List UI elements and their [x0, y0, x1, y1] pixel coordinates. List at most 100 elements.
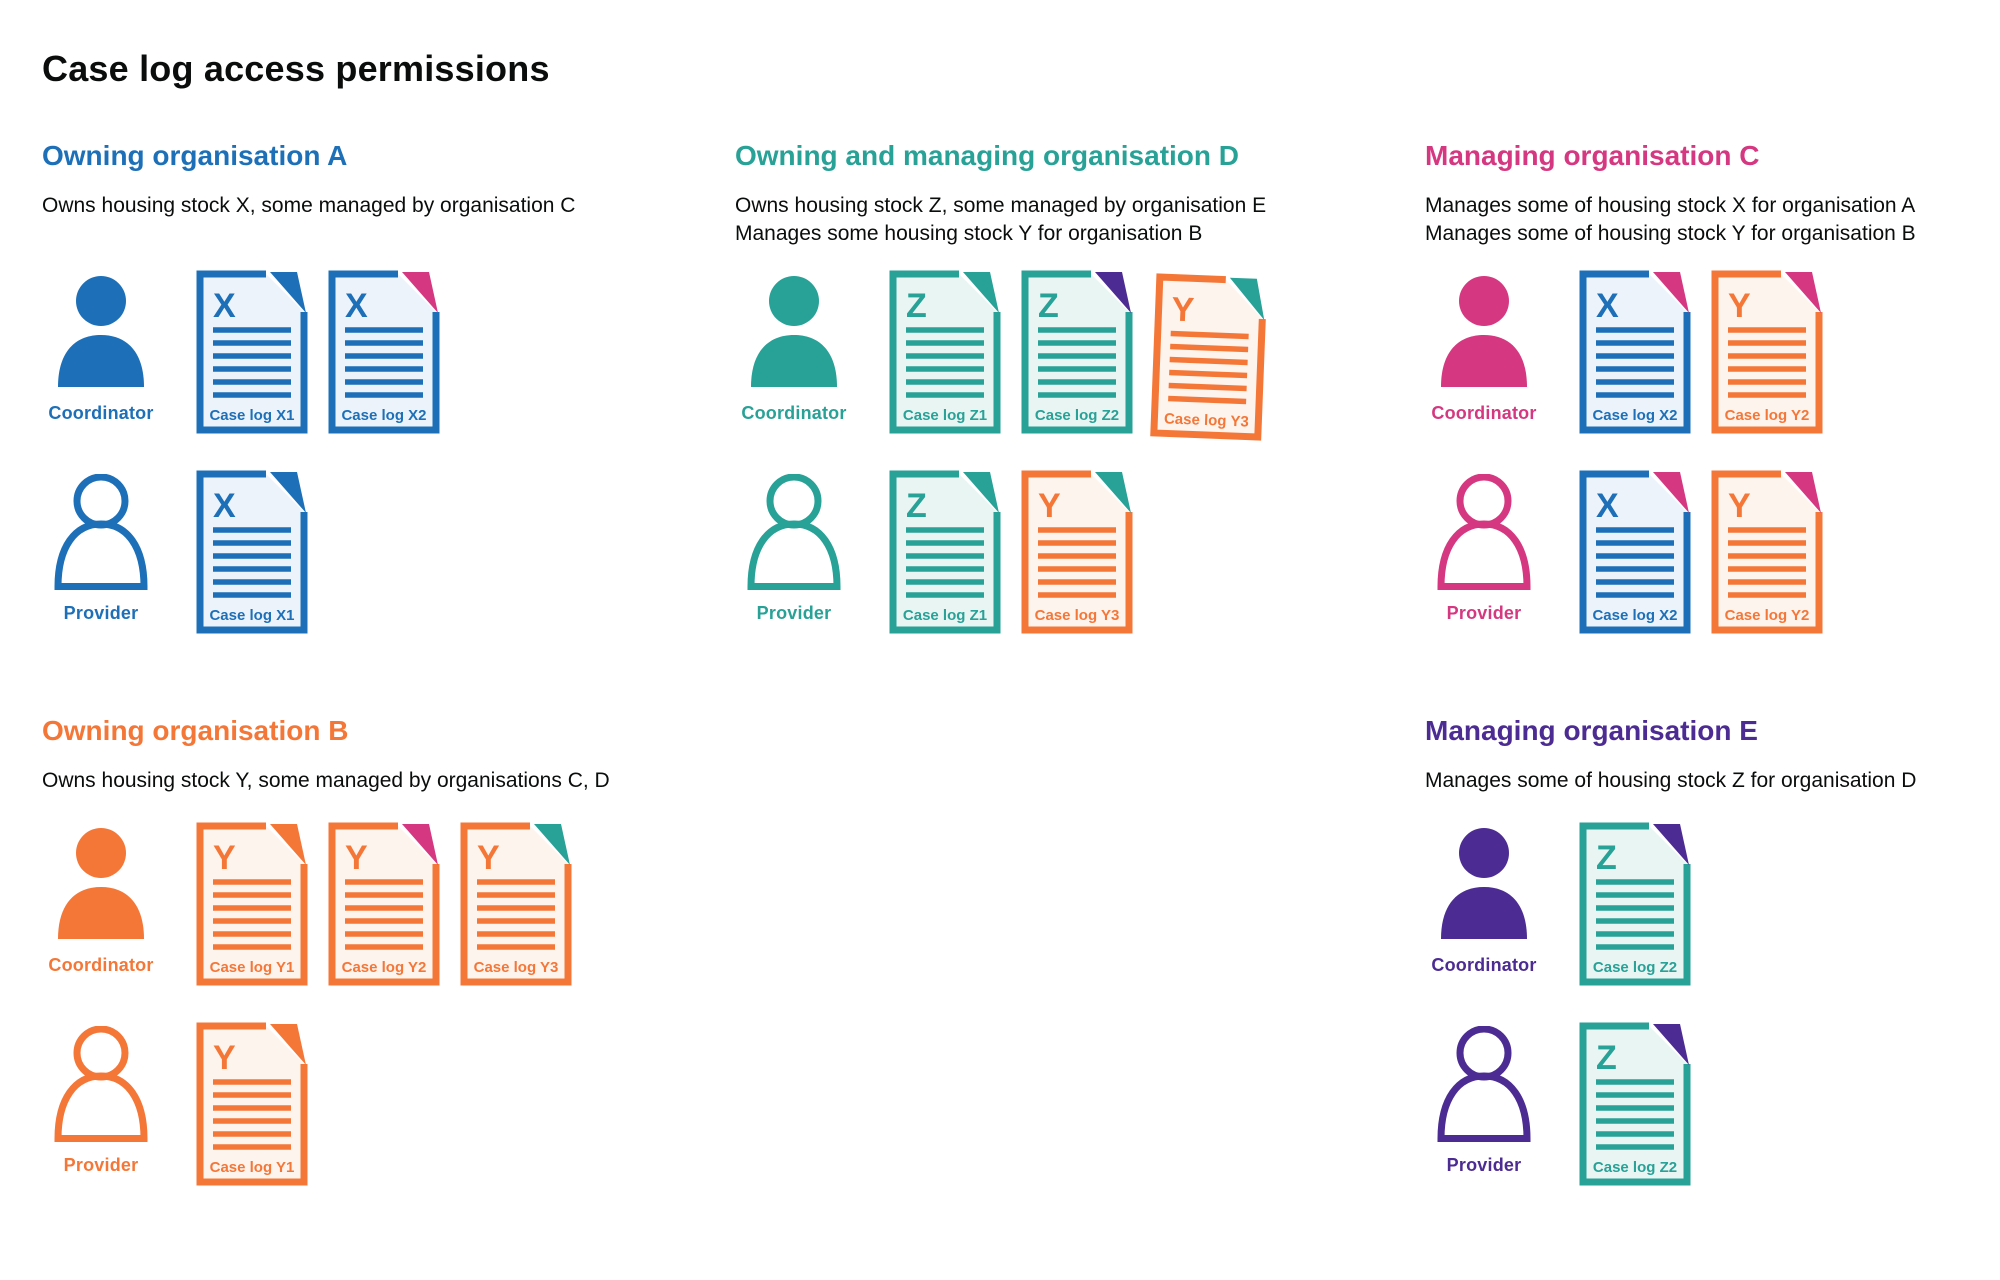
document-page — [200, 474, 304, 630]
document-page — [1583, 474, 1687, 630]
person-head — [1456, 1025, 1512, 1081]
doc-stock-letter: X — [345, 287, 368, 325]
doc-label: Case log Y2 — [1725, 407, 1810, 424]
doc-label: Case log Y1 — [210, 1159, 295, 1176]
doc-stock-letter: X — [1596, 487, 1619, 525]
document-border — [889, 270, 1001, 434]
doc-label: Case log Z1 — [903, 607, 987, 624]
person-body — [58, 335, 144, 387]
doc-stock-letter: Y — [1171, 291, 1195, 330]
org-description-line: Manages some housing stock Y for organis… — [735, 222, 1203, 245]
doc-text-line — [1169, 356, 1248, 366]
doc-stock-letter: Y — [1038, 487, 1061, 525]
doc-stock-letter: Y — [477, 839, 500, 877]
document-border — [328, 270, 440, 434]
org-section-D: Owning and managing organisation D Owns … — [735, 140, 1266, 634]
doc-label: Case log Y1 — [210, 959, 295, 976]
doc-stock-letter: Y — [1728, 287, 1751, 325]
person-role-label: Provider — [1446, 1155, 1522, 1175]
case-log-document: Y Case log Y1 — [196, 1022, 308, 1186]
doc-text-line — [1170, 330, 1249, 340]
case-log-document: Z Case log Z2 — [1579, 822, 1691, 986]
coordinator-icon — [1441, 276, 1527, 387]
doc-label: Case log X1 — [209, 407, 294, 424]
doc-stock-letter: X — [1596, 287, 1619, 325]
person-block: Provider — [1425, 470, 1543, 624]
doc-label: Case log Y3 — [474, 959, 559, 976]
folded-corner-icon — [1653, 272, 1689, 313]
org-description-line: Manages some of housing stock Z for orga… — [1425, 769, 1917, 792]
person-role-label: Provider — [756, 603, 832, 623]
person-role-label: Coordinator — [1431, 955, 1537, 975]
org-heading: Owning organisation A — [42, 140, 348, 171]
person-role-label: Coordinator — [48, 955, 154, 975]
org-heading: Owning organisation B — [42, 715, 349, 746]
doc-group: Z Case log Z1 Z Case log Z2 Y Case log Y… — [889, 270, 1266, 441]
doc-label: Case log Y3 — [1164, 410, 1249, 430]
doc-stock-letter: X — [213, 287, 236, 325]
person-head — [766, 473, 822, 529]
doc-stock-letter: X — [213, 487, 236, 525]
person-head — [1456, 473, 1512, 529]
org-heading: Managing organisation C — [1425, 140, 1760, 171]
document-page — [893, 274, 997, 430]
person-role-label: Provider — [63, 603, 139, 623]
person-body — [751, 335, 837, 387]
person-block: Provider — [1425, 1022, 1543, 1176]
org-description: Owns housing stock Y, some managed by or… — [42, 767, 610, 800]
org-description-line: Owns housing stock X, some managed by or… — [42, 194, 576, 217]
person-role-label: Provider — [63, 1155, 139, 1175]
doc-group: Z Case log Z2 — [1579, 822, 1691, 986]
coordinator-row: Coordinator X Case log X1 X Case log X2 — [42, 270, 575, 434]
doc-text-line — [1170, 343, 1249, 353]
doc-label: Case log Y2 — [1725, 607, 1810, 624]
doc-label: Case log X2 — [1592, 607, 1677, 624]
folded-corner-icon — [1785, 272, 1821, 313]
person-role-label: Coordinator — [1431, 403, 1537, 423]
org-description: Manages some of housing stock Z for orga… — [1425, 767, 1916, 800]
document-border — [1711, 470, 1823, 634]
provider-row: Provider X Case log X1 — [42, 470, 575, 634]
folded-corner-icon — [963, 472, 999, 513]
document-border — [1150, 273, 1266, 441]
org-description: Owns housing stock Z, some managed by or… — [735, 192, 1266, 248]
doc-label: Case log Z1 — [903, 407, 987, 424]
document-page — [1715, 474, 1819, 630]
person-body — [1441, 335, 1527, 387]
doc-label: Case log Y2 — [342, 959, 427, 976]
person-body — [1441, 887, 1527, 939]
doc-stock-letter: Y — [213, 839, 236, 877]
provider-row: Provider Z Case log Z1 Y Case log Y3 — [735, 470, 1266, 634]
org-description-line: Owns housing stock Y, some managed by or… — [42, 769, 610, 792]
org-section-C: Managing organisation C Manages some of … — [1425, 140, 1916, 634]
doc-group: Y Case log Y1 Y Case log Y2 Y Case log Y… — [196, 822, 572, 986]
folded-corner-icon — [402, 272, 438, 313]
provider-icon — [54, 473, 148, 590]
doc-label: Case log Z2 — [1035, 407, 1119, 424]
person-head — [73, 1025, 129, 1081]
doc-label: Case log X2 — [1592, 407, 1677, 424]
case-log-document: X Case log X1 — [196, 470, 308, 634]
case-log-document: Z Case log Z1 — [889, 470, 1001, 634]
page-title: Case log access permissions — [42, 48, 550, 90]
person-body — [54, 520, 148, 590]
case-log-document: Y Case log Y3 — [1150, 273, 1266, 441]
person-block: Provider — [735, 470, 853, 624]
document-page — [1025, 474, 1129, 630]
org-section-A: Owning organisation A Owns housing stock… — [42, 140, 575, 634]
document-border — [1711, 270, 1823, 434]
folded-corner-icon — [270, 1024, 306, 1065]
doc-label: Case log Z2 — [1593, 1159, 1677, 1176]
case-log-document: X Case log X1 — [196, 270, 308, 434]
document-border — [328, 822, 440, 986]
provider-icon — [1437, 473, 1531, 590]
doc-group: X Case log X2 Y Case log Y2 — [1579, 470, 1823, 634]
document-border — [196, 470, 308, 634]
person-body — [54, 1072, 148, 1142]
doc-stock-letter: Y — [1728, 487, 1751, 525]
folded-corner-icon — [270, 472, 306, 513]
doc-label: Case log Z2 — [1593, 959, 1677, 976]
case-log-document: Y Case log Y1 — [196, 822, 308, 986]
document-border — [1579, 822, 1691, 986]
doc-stock-letter: Y — [345, 839, 368, 877]
